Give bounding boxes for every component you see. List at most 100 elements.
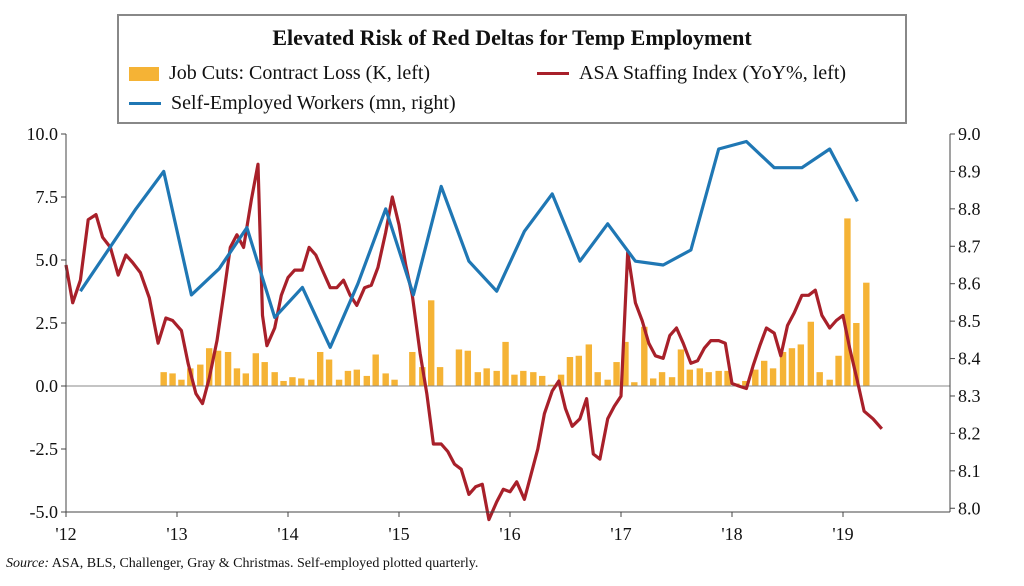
job-cuts-bar xyxy=(816,372,823,386)
job-cuts-bar xyxy=(715,370,722,386)
left-tick-label: 5.0 xyxy=(36,250,59,270)
x-tick-label: '13 xyxy=(166,524,187,544)
job-cuts-bar xyxy=(197,364,204,386)
x-tick-label: '17 xyxy=(610,524,631,544)
job-cuts-bar xyxy=(575,355,583,386)
left-tick-label: 2.5 xyxy=(36,313,59,333)
job-cuts-bar xyxy=(631,382,638,386)
legend-item-asa: ASA Staffing Index (YoY%, left) xyxy=(537,62,846,85)
right-tick-label: 8.1 xyxy=(958,461,981,481)
job-cuts-bar xyxy=(233,368,241,386)
legend-swatch-asa xyxy=(537,72,569,75)
job-cuts-bar xyxy=(788,348,796,386)
job-cuts-bar xyxy=(641,326,648,386)
right-tick-label: 8.5 xyxy=(958,311,981,331)
left-tick-label: -5.0 xyxy=(30,502,59,522)
job-cuts-bar xyxy=(807,321,815,386)
left-tick-label: 0.0 xyxy=(36,376,59,396)
job-cuts-bar xyxy=(696,368,704,386)
job-cuts-bar xyxy=(419,367,426,386)
left-tick-label: -2.5 xyxy=(30,439,59,459)
job-cuts-bar xyxy=(224,351,232,386)
job-cuts-bar xyxy=(261,362,268,386)
tick-labels: 10.0 7.5 5.0 2.5 0.0 -2.5 -5.0 9.0 8.9 8.8 8.7 8.6 8… xyxy=(27,124,981,544)
x-tick-label: '15 xyxy=(388,524,409,544)
job-cuts-bar xyxy=(427,300,435,386)
job-cuts-bar xyxy=(511,374,518,386)
job-cuts-bar xyxy=(325,359,333,386)
source-note: Source: ASA, BLS, Challenger, Gray & Chr… xyxy=(6,556,478,572)
job-cuts-bar xyxy=(252,353,260,386)
right-tick-label: 8.0 xyxy=(958,498,981,518)
job-cuts-bar xyxy=(483,368,490,386)
job-cuts-bar xyxy=(289,377,296,386)
x-tick-label: '16 xyxy=(499,524,520,544)
job-cuts-bar xyxy=(668,377,676,386)
x-tick-label: '18 xyxy=(721,524,742,544)
job-cuts-bar xyxy=(335,379,343,386)
job-cuts-bar xyxy=(344,370,352,386)
self-employed-line xyxy=(79,139,859,349)
right-tick-label: 8.6 xyxy=(958,274,981,294)
job-cuts-bar xyxy=(363,375,371,386)
job-cuts-bar xyxy=(280,380,287,386)
right-tick-label: 9.0 xyxy=(958,124,981,144)
job-cuts-bar xyxy=(464,350,472,386)
job-cuts-bar xyxy=(853,323,860,386)
legend-swatch-self-employed xyxy=(129,102,161,105)
job-cuts-bar xyxy=(271,372,278,386)
job-cuts-bar xyxy=(686,369,694,386)
legend-label-job-cuts: Job Cuts: Contract Loss (K, left) xyxy=(169,62,431,84)
job-cuts-bar xyxy=(169,373,176,386)
job-cuts-bar xyxy=(742,380,749,386)
job-cuts-bar xyxy=(298,378,305,386)
source-label: Source: xyxy=(6,556,50,571)
job-cuts-bar xyxy=(353,369,361,386)
job-cuts-bar xyxy=(455,349,463,386)
job-cuts-bar xyxy=(604,379,611,386)
right-tick-label: 8.8 xyxy=(958,199,981,219)
job-cuts-bar xyxy=(178,379,185,386)
job-cuts-bar xyxy=(382,373,389,386)
job-cuts-bar xyxy=(502,341,509,386)
job-cuts-bar xyxy=(308,379,315,386)
legend-swatch-job-cuts xyxy=(129,66,159,81)
job-cuts-bar xyxy=(622,341,629,386)
job-cuts-bar xyxy=(649,378,657,386)
job-cuts-bar xyxy=(677,349,685,386)
right-tick-label: 8.4 xyxy=(958,349,981,369)
job-cuts-bar xyxy=(214,350,222,386)
legend-label-asa: ASA Staffing Index (YoY%, left) xyxy=(579,62,847,84)
right-tick-label: 8.3 xyxy=(958,386,981,406)
job-cuts-bar xyxy=(658,372,666,386)
job-cuts-bar xyxy=(724,370,731,386)
job-cuts-bar xyxy=(242,373,250,386)
job-cuts-bar xyxy=(566,357,574,386)
job-cuts-bar xyxy=(797,344,805,386)
series-lines xyxy=(64,139,884,522)
job-cuts-bar xyxy=(391,379,398,386)
asa-staffing-line xyxy=(64,162,884,522)
chart-title: Elevated Risk of Red Deltas for Temp Emp… xyxy=(272,25,752,50)
job-cuts-bar xyxy=(779,351,787,386)
x-tick-label: '12 xyxy=(55,524,76,544)
job-cuts-bars xyxy=(160,218,870,386)
job-cuts-bar xyxy=(826,379,833,386)
x-tick-label: '14 xyxy=(277,524,298,544)
job-cuts-bar xyxy=(760,360,768,386)
job-cuts-bar xyxy=(493,370,500,386)
job-cuts-bar xyxy=(585,344,593,386)
legend-label-self-employed: Self-Employed Workers (mn, right) xyxy=(171,92,456,114)
job-cuts-bar xyxy=(316,351,324,386)
legend-item-job-cuts: Job Cuts: Contract Loss (K, left) xyxy=(129,62,430,85)
x-tick-label: '19 xyxy=(832,524,853,544)
job-cuts-bar xyxy=(547,384,555,386)
right-tick-label: 8.7 xyxy=(958,236,981,256)
job-cuts-bar xyxy=(372,354,379,386)
job-cuts-bar xyxy=(409,351,416,386)
job-cuts-bar xyxy=(474,372,482,386)
job-cuts-bar xyxy=(594,372,601,386)
job-cuts-bar xyxy=(205,348,213,386)
job-cuts-bar xyxy=(844,218,851,386)
